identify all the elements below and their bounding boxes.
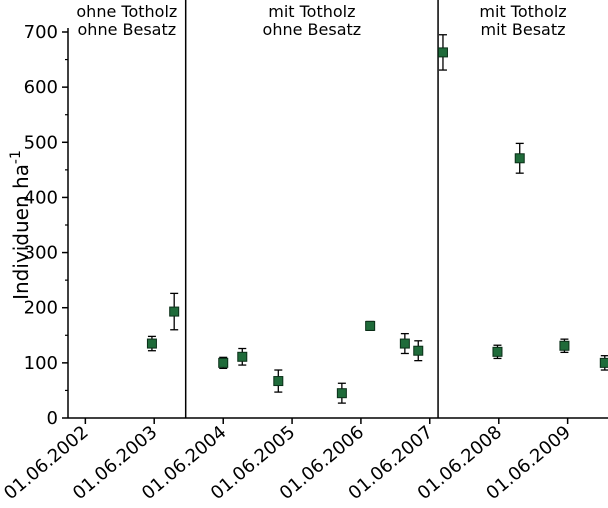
data-point (437, 47, 448, 58)
phase-label-line2: mit Besatz (481, 20, 566, 39)
y-axis: 0 100 200 300 400 500 600 700 (24, 22, 69, 429)
data-point (399, 338, 410, 349)
phase-label-line1: mit Totholz (268, 2, 355, 21)
data-point (559, 340, 570, 351)
y-tick-label: 300 (24, 243, 58, 264)
y-tick-label: 500 (24, 132, 58, 153)
data-point (237, 351, 248, 362)
data-point (336, 388, 347, 399)
data-point (169, 306, 180, 317)
phase-label-line1: mit Totholz (479, 2, 566, 21)
y-tick-label: 200 (24, 298, 58, 319)
data-point (146, 338, 157, 349)
y-axis-label-text: Individuen ha (9, 164, 33, 300)
data-point (492, 346, 503, 357)
y-tick-label: 700 (24, 22, 58, 43)
y-tick-label: 600 (24, 77, 58, 98)
y-tick-label: 400 (24, 187, 58, 208)
phase-label-line1: ohne Totholz (76, 2, 177, 21)
phase-label-line2: ohne Besatz (78, 20, 177, 39)
y-tick-label: 100 (24, 353, 58, 374)
data-point (599, 357, 608, 368)
phase-dividers (184, 0, 439, 418)
data-point (514, 153, 525, 164)
y-axis-label-superscript: -1 (8, 150, 24, 164)
data-point (413, 345, 424, 356)
error-bars (147, 34, 608, 404)
data-markers (146, 47, 608, 399)
data-point (273, 376, 284, 387)
phase-label-line2: ohne Besatz (263, 20, 362, 39)
y-axis-label: Individuen ha-1 (8, 150, 33, 300)
data-point (218, 357, 229, 368)
x-axis: 01.06.200201.06.200301.06.200401.06.2005… (0, 417, 608, 504)
y-tick-label: 0 (47, 408, 58, 429)
data-point (365, 320, 376, 331)
